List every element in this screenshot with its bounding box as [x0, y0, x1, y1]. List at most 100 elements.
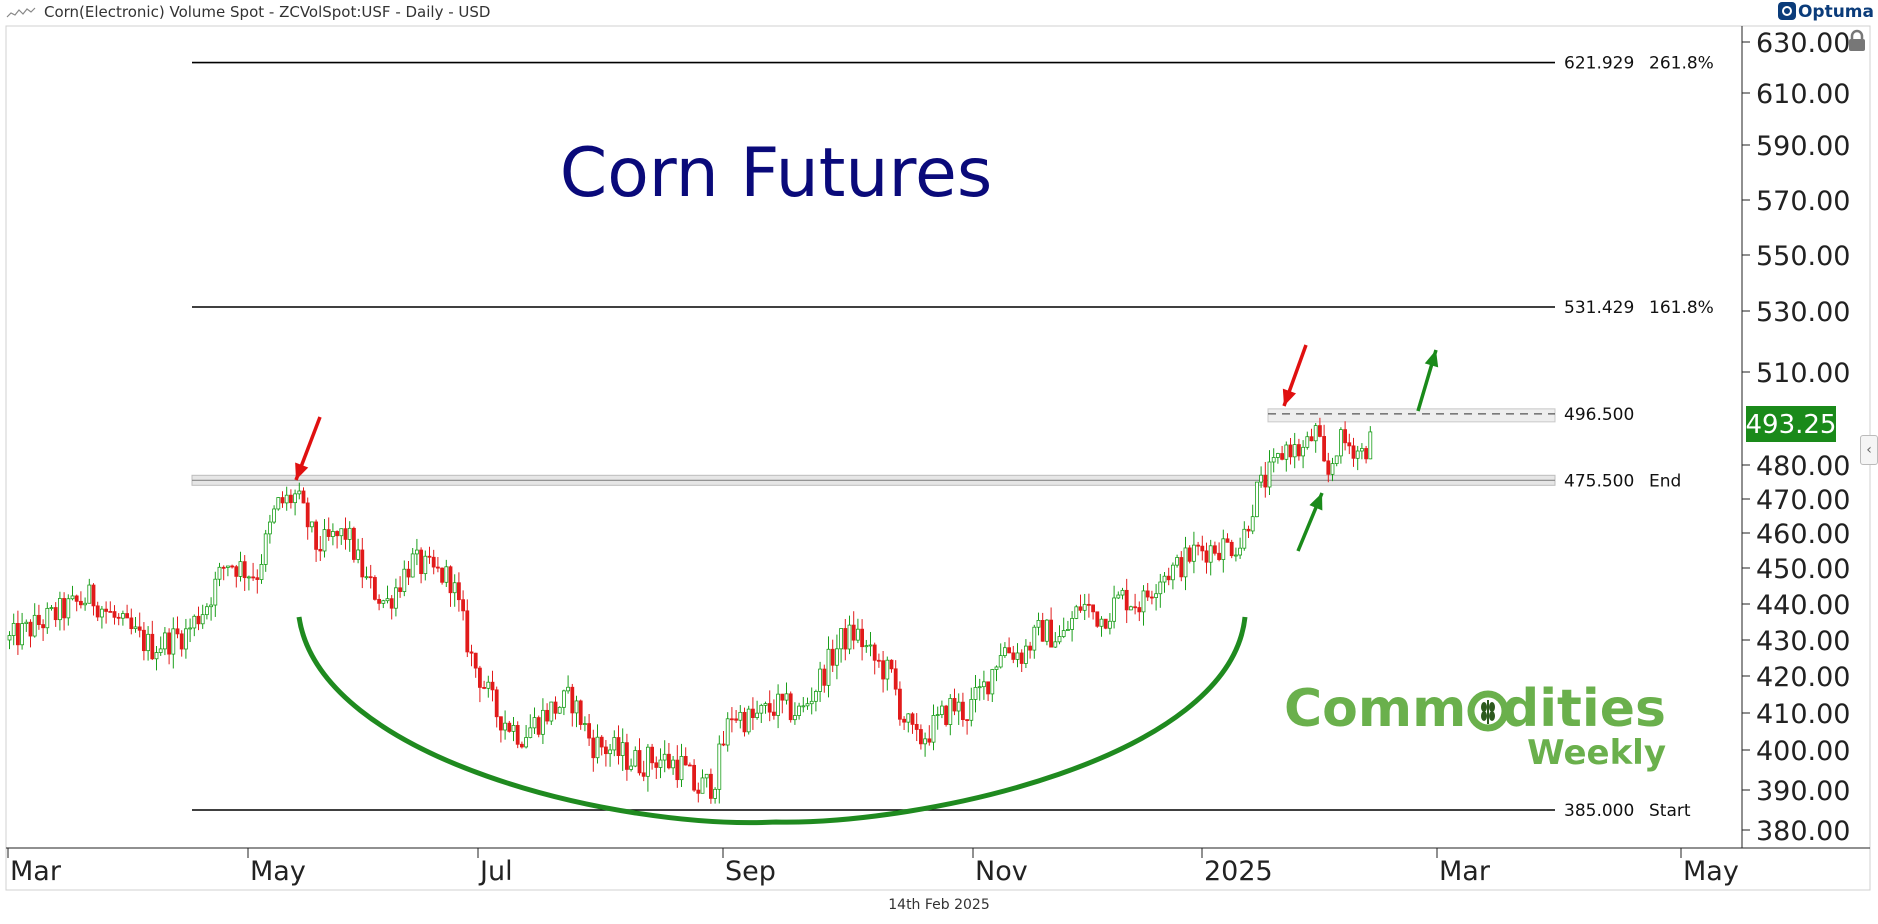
price-tick-label: 630.00 — [1756, 28, 1850, 59]
candle-body — [709, 773, 713, 799]
candle-body — [364, 576, 369, 579]
candle-body — [872, 644, 877, 661]
candle-body — [335, 531, 340, 537]
red-arrow-head — [295, 462, 309, 480]
time-tick-label: May — [250, 856, 306, 887]
candle-body — [121, 613, 125, 619]
candle-body — [1024, 645, 1028, 664]
candle-body — [95, 605, 100, 618]
candle-body — [914, 723, 919, 730]
candle-body — [595, 736, 600, 759]
candle-body — [259, 564, 264, 580]
candle-body — [713, 788, 717, 799]
candle-body — [1003, 647, 1007, 656]
candle-body — [767, 703, 772, 713]
level-value-label: 621.929 — [1564, 54, 1634, 74]
candle-body — [1343, 429, 1347, 444]
candle-body — [721, 743, 726, 746]
candle-body — [221, 566, 226, 569]
candle-body — [910, 713, 915, 725]
candle-body — [641, 772, 646, 777]
candle-body — [507, 722, 512, 732]
candle-body — [826, 648, 831, 686]
candle-body — [1271, 457, 1276, 463]
candle-body — [822, 668, 827, 686]
candle-body — [448, 566, 453, 594]
green-arrow-head — [1424, 350, 1439, 368]
candle-body — [839, 628, 843, 650]
level-value-label: 385.000 — [1564, 801, 1634, 821]
candle-body — [515, 725, 520, 745]
candle-body — [578, 700, 583, 725]
candle-body — [961, 701, 965, 721]
candle-body — [944, 705, 948, 725]
candle-body — [1355, 450, 1360, 459]
candle-body — [427, 555, 432, 558]
candle-body — [301, 490, 306, 504]
candle-body — [41, 624, 45, 629]
candle-body — [1154, 593, 1158, 598]
candle-body — [486, 681, 491, 689]
candle-body — [637, 750, 642, 774]
collapse-panel-button[interactable]: ‹ — [1860, 435, 1878, 465]
candle-body — [141, 629, 146, 652]
candle-body — [1238, 547, 1242, 556]
candle-body — [204, 606, 209, 616]
candle-body — [1070, 618, 1074, 630]
candle-body — [780, 693, 785, 701]
candle-body — [679, 756, 684, 781]
candle-body — [183, 628, 188, 650]
candle-body — [1229, 541, 1234, 557]
candle-body — [179, 633, 184, 650]
candle-body — [998, 655, 1003, 668]
candle-body — [230, 565, 235, 568]
candle-body — [1297, 444, 1301, 457]
candle-body — [763, 703, 768, 706]
candle-body — [20, 623, 25, 646]
candle-body — [667, 753, 671, 769]
candle-body — [717, 743, 722, 790]
candle-body — [83, 602, 87, 606]
candle-body — [776, 693, 780, 716]
commodities-weekly-logo: Commodities Weekly — [1284, 679, 1666, 773]
candle-body — [1292, 444, 1297, 458]
last-price-badge: 493.25 — [1746, 406, 1836, 442]
candle-body — [1221, 538, 1226, 560]
candle-body — [188, 627, 193, 630]
chart-icon — [6, 7, 36, 18]
level-value-label: 475.500 — [1564, 471, 1634, 491]
candle-body — [608, 749, 612, 755]
candle-body — [28, 621, 33, 637]
optuma-logo-icon — [1777, 2, 1796, 20]
candle-body — [1150, 596, 1154, 599]
candle-body — [1129, 606, 1133, 611]
candle-body — [293, 493, 298, 504]
lock-icon[interactable] — [1847, 29, 1867, 53]
level-name-label: Start — [1649, 801, 1691, 821]
candle-body — [305, 502, 310, 528]
green-arrow-head — [1309, 493, 1323, 511]
candle-body — [948, 698, 953, 725]
candle-body — [1187, 547, 1192, 562]
wheat-icon — [1467, 690, 1509, 732]
candle-body — [158, 648, 163, 653]
time-tick-label: May — [1683, 856, 1739, 887]
candle-body — [889, 659, 894, 670]
candle-body — [251, 576, 256, 579]
candle-body — [503, 722, 508, 731]
candle-body — [881, 660, 885, 680]
candle-body — [784, 693, 789, 701]
candle-body — [1158, 581, 1163, 595]
candle-body — [381, 600, 386, 604]
candle-body — [431, 556, 436, 568]
rounded-bottom-arc — [296, 616, 1248, 826]
candle-body — [1242, 528, 1247, 549]
candle-body — [545, 709, 549, 722]
candle-body — [956, 701, 961, 712]
candle-body — [788, 693, 793, 721]
candle-body — [389, 598, 394, 609]
candle-body — [566, 686, 570, 692]
candle-body — [860, 628, 864, 648]
candle-body — [440, 567, 445, 583]
